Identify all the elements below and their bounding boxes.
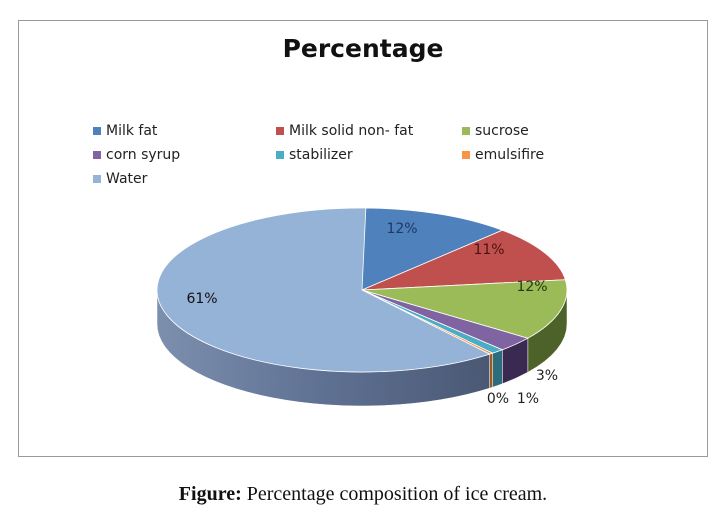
pie-slice-2 <box>361 279 568 339</box>
legend-item-emulsifire: emulsifire <box>462 147 544 163</box>
data-label-corn-syrup: 3% <box>536 368 558 384</box>
legend-label: stabilizer <box>289 147 353 163</box>
pie-side-5 <box>489 352 493 389</box>
legend-label: Milk fat <box>106 123 158 139</box>
figure-caption: Figure: Percentage composition of ice cr… <box>0 483 726 506</box>
data-label-stabilizer: 1% <box>517 391 539 407</box>
legend-item-stabilizer: stabilizer <box>276 147 353 163</box>
chart-title: Percentage <box>282 34 444 63</box>
pie-side-4 <box>492 349 503 388</box>
pie-slice-1 <box>361 229 566 291</box>
legend-label: sucrose <box>475 123 529 139</box>
legend-swatch-icon <box>276 151 284 159</box>
legend-label: emulsifire <box>475 147 545 163</box>
legend-swatch-icon <box>93 175 101 183</box>
legend-item-water: Water <box>93 171 147 187</box>
legend-swatch-icon <box>462 127 470 135</box>
data-label-milk-fat: 12% <box>386 221 417 237</box>
pie-slice-6 <box>156 207 491 373</box>
legend-label: corn syrup <box>106 147 181 163</box>
legend-swatch-icon <box>93 151 101 159</box>
legend-item-corn-syrup: corn syrup <box>93 147 180 163</box>
legend-item-milk-fat: Milk fat <box>93 123 157 139</box>
legend-swatch-icon <box>93 127 101 135</box>
data-label-milk-solid-non-fat: 11% <box>473 242 504 258</box>
pie-slice-0 <box>361 207 504 291</box>
legend-swatch-icon <box>276 127 284 135</box>
caption-prefix: Figure: <box>178 483 242 505</box>
legend-swatch-icon <box>462 151 470 159</box>
caption-text: Percentage composition of ice cream. <box>241 483 548 505</box>
legend-label: Milk solid non- fat <box>289 123 414 139</box>
data-label-emulsifire: 0% <box>487 391 509 407</box>
data-label-sucrose: 12% <box>516 279 547 295</box>
legend-item-milk-solid-non-fat: Milk solid non- fat <box>276 123 413 139</box>
legend-label: Water <box>106 171 148 187</box>
legend-item-sucrose: sucrose <box>462 123 529 139</box>
data-label-water: 61% <box>186 291 217 307</box>
